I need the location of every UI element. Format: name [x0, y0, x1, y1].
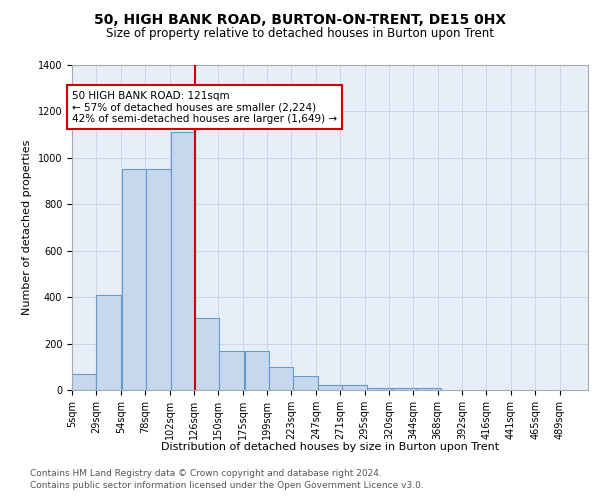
Text: Distribution of detached houses by size in Burton upon Trent: Distribution of detached houses by size … — [161, 442, 499, 452]
Bar — [219, 350, 244, 390]
Bar — [195, 318, 219, 390]
Bar — [342, 386, 367, 390]
Y-axis label: Number of detached properties: Number of detached properties — [22, 140, 32, 315]
Text: 50, HIGH BANK ROAD, BURTON-ON-TRENT, DE15 0HX: 50, HIGH BANK ROAD, BURTON-ON-TRENT, DE1… — [94, 12, 506, 26]
Bar — [269, 367, 293, 390]
Bar — [367, 388, 391, 390]
Bar — [416, 388, 441, 390]
Bar — [72, 374, 97, 390]
Bar — [170, 132, 195, 390]
Bar — [122, 170, 146, 390]
Text: 50 HIGH BANK ROAD: 121sqm
← 57% of detached houses are smaller (2,224)
42% of se: 50 HIGH BANK ROAD: 121sqm ← 57% of detac… — [72, 90, 337, 124]
Text: Contains public sector information licensed under the Open Government Licence v3: Contains public sector information licen… — [30, 481, 424, 490]
Bar — [293, 376, 318, 390]
Bar — [318, 386, 342, 390]
Text: Contains HM Land Registry data © Crown copyright and database right 2024.: Contains HM Land Registry data © Crown c… — [30, 468, 382, 477]
Bar — [97, 295, 121, 390]
Bar — [245, 350, 269, 390]
Bar — [146, 170, 170, 390]
Bar — [392, 388, 416, 390]
Text: Size of property relative to detached houses in Burton upon Trent: Size of property relative to detached ho… — [106, 28, 494, 40]
